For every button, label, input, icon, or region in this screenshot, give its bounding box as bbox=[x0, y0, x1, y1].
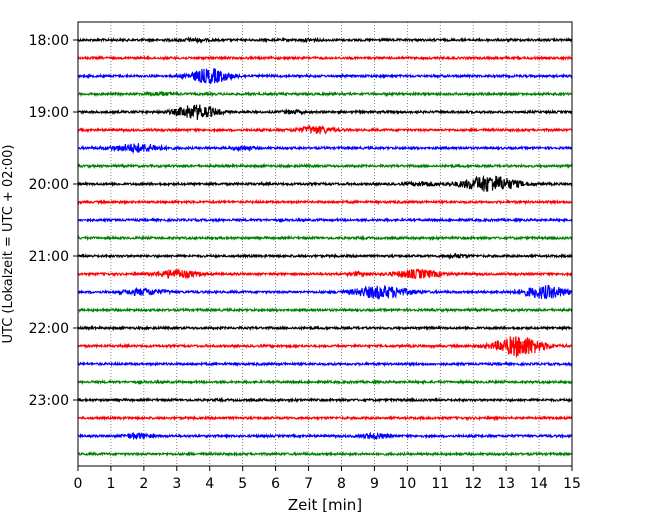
vertical-grid bbox=[110, 22, 540, 466]
x-tick-label: 0 bbox=[74, 476, 83, 492]
x-tick-label: 7 bbox=[304, 476, 313, 492]
x-tick-label: 11 bbox=[431, 476, 449, 492]
trace-2000 bbox=[77, 174, 573, 192]
trace-2330 bbox=[77, 431, 573, 441]
trace-1900 bbox=[77, 104, 573, 120]
trace-1945 bbox=[77, 162, 573, 170]
trace-2015 bbox=[77, 198, 573, 206]
x-tick-label: 9 bbox=[370, 476, 379, 492]
trace-1930 bbox=[77, 143, 573, 155]
x-axis-label: Zeit [min] bbox=[288, 496, 362, 514]
x-tick-label: 6 bbox=[271, 476, 280, 492]
x-tick-label: 15 bbox=[563, 476, 581, 492]
x-tick-label: 10 bbox=[398, 476, 416, 492]
trace-1830 bbox=[77, 68, 573, 85]
trace-2100 bbox=[77, 252, 573, 260]
x-tick-label: 13 bbox=[497, 476, 515, 492]
x-tick-label: 2 bbox=[139, 476, 148, 492]
seismogram-traces bbox=[77, 36, 573, 458]
trace-1915 bbox=[77, 124, 573, 135]
x-tick-label: 12 bbox=[464, 476, 482, 492]
trace-2300 bbox=[77, 396, 573, 404]
x-tick-label: 3 bbox=[172, 476, 181, 492]
x-axis-ticks: 0 1 2 3 4 5 6 7 8 9 10 11 12 13 14 15 bbox=[74, 466, 581, 492]
trace-1800 bbox=[77, 36, 573, 45]
trace-2045 bbox=[77, 234, 573, 242]
trace-2145 bbox=[77, 306, 573, 314]
trace-2200 bbox=[77, 324, 573, 332]
plot-frame bbox=[77, 21, 573, 467]
trace-2030 bbox=[77, 216, 573, 224]
trace-2115 bbox=[77, 267, 573, 280]
trace-2230 bbox=[77, 360, 573, 368]
x-tick-label: 5 bbox=[238, 476, 247, 492]
x-tick-label: 14 bbox=[530, 476, 548, 492]
y-tick-label: 18:00 bbox=[29, 33, 69, 49]
trace-2315 bbox=[77, 414, 573, 422]
y-tick-label: 21:00 bbox=[29, 249, 69, 265]
y-axis-label: UTC (Lokalzeit = UTC + 02:00) bbox=[1, 145, 16, 344]
y-tick-label: 19:00 bbox=[29, 105, 69, 121]
trace-2215 bbox=[77, 336, 573, 359]
trace-1815 bbox=[77, 54, 573, 62]
trace-1845 bbox=[77, 90, 573, 98]
trace-2345 bbox=[77, 450, 573, 458]
trace-2245 bbox=[77, 378, 573, 386]
y-tick-label: 22:00 bbox=[29, 321, 69, 337]
y-tick-label: 20:00 bbox=[29, 177, 69, 193]
x-tick-label: 4 bbox=[205, 476, 214, 492]
y-axis-ticks: 18:00 19:00 20:00 21:00 22:00 23:00 bbox=[29, 33, 78, 409]
x-tick-label: 8 bbox=[337, 476, 346, 492]
x-tick-label: 1 bbox=[106, 476, 115, 492]
trace-2130 bbox=[77, 284, 573, 301]
y-tick-label: 23:00 bbox=[29, 393, 69, 409]
